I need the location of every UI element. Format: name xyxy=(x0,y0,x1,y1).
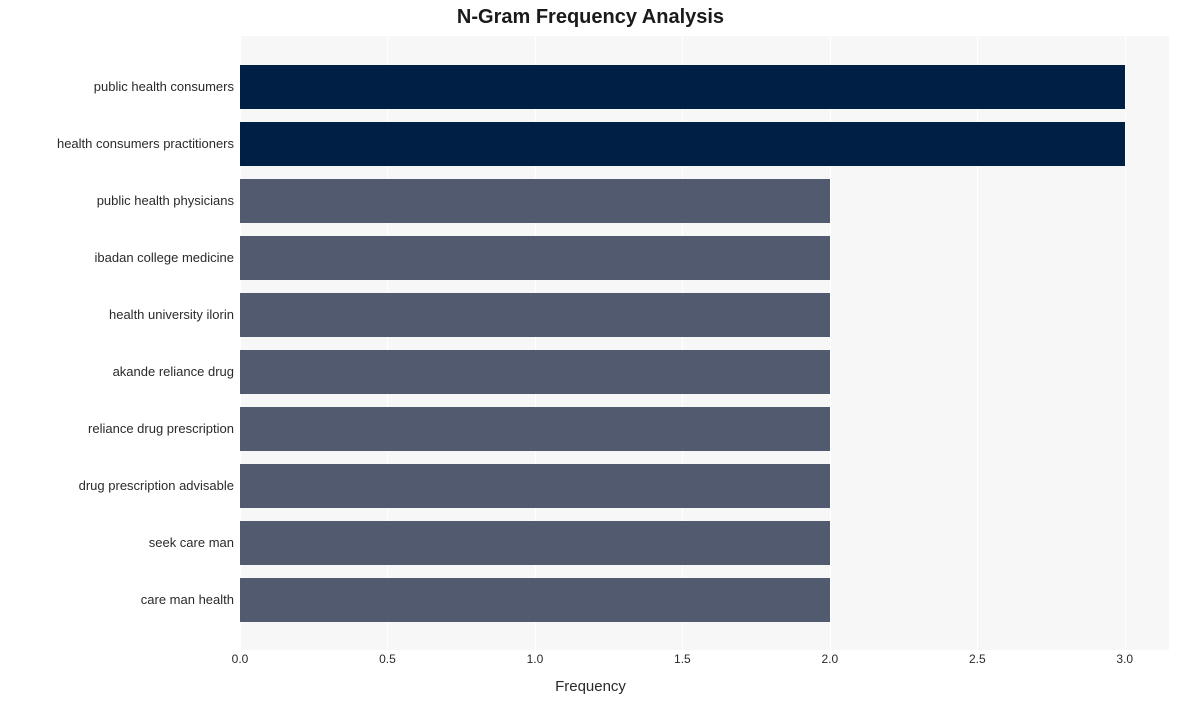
bar xyxy=(240,236,830,280)
chart-title: N-Gram Frequency Analysis xyxy=(0,6,1181,29)
y-tick-label: drug prescription advisable xyxy=(0,464,234,508)
y-tick-label: health university ilorin xyxy=(0,293,234,337)
x-tick-label: 0.0 xyxy=(232,652,249,666)
bar xyxy=(240,407,830,451)
bar xyxy=(240,122,1125,166)
x-tick-label: 1.5 xyxy=(674,652,691,666)
bar xyxy=(240,179,830,223)
gridline xyxy=(1125,36,1126,650)
y-tick-label: public health consumers xyxy=(0,65,234,109)
x-tick-label: 1.0 xyxy=(527,652,544,666)
y-tick-label: akande reliance drug xyxy=(0,350,234,394)
x-tick-label: 2.0 xyxy=(821,652,838,666)
bar xyxy=(240,350,830,394)
y-tick-label: health consumers practitioners xyxy=(0,122,234,166)
y-tick-label: public health physicians xyxy=(0,179,234,223)
x-tick-label: 0.5 xyxy=(379,652,396,666)
y-tick-label: reliance drug prescription xyxy=(0,407,234,451)
bar xyxy=(240,464,830,508)
plot-area xyxy=(240,36,1169,650)
x-axis-label: Frequency xyxy=(0,678,1181,695)
bar xyxy=(240,521,830,565)
bar xyxy=(240,65,1125,109)
chart-container: N-Gram Frequency Analysis public health … xyxy=(0,0,1181,701)
x-axis: 0.00.51.01.52.02.53.0 xyxy=(240,650,1169,670)
y-tick-label: seek care man xyxy=(0,521,234,565)
bar xyxy=(240,293,830,337)
x-tick-label: 3.0 xyxy=(1116,652,1133,666)
y-tick-label: care man health xyxy=(0,578,234,622)
y-tick-label: ibadan college medicine xyxy=(0,236,234,280)
x-tick-label: 2.5 xyxy=(969,652,986,666)
bar xyxy=(240,578,830,622)
